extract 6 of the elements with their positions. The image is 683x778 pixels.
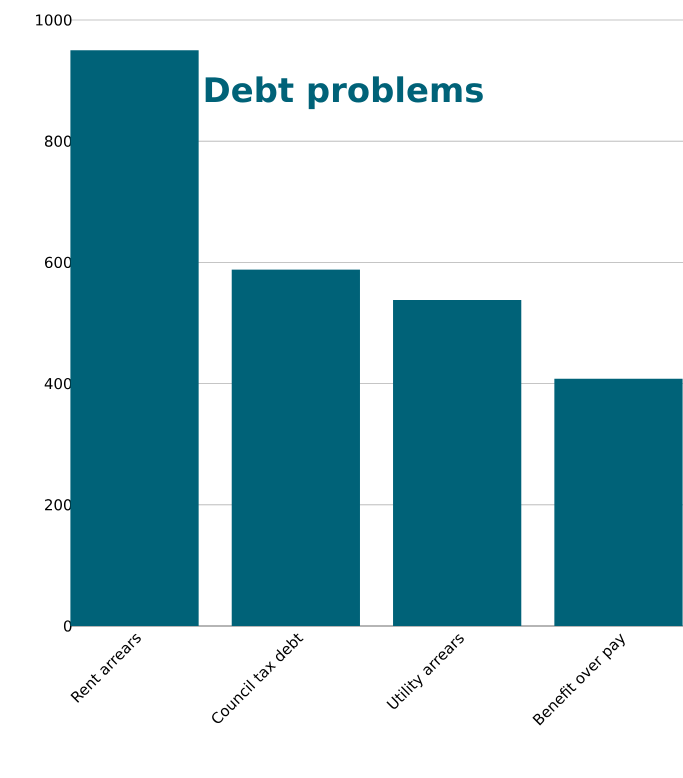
y-tick-label: 1000 xyxy=(36,14,72,26)
bar xyxy=(554,378,683,626)
bar xyxy=(393,300,522,626)
text: Debt problems xyxy=(206,76,483,110)
bar xyxy=(70,50,199,626)
bar xyxy=(232,270,360,626)
